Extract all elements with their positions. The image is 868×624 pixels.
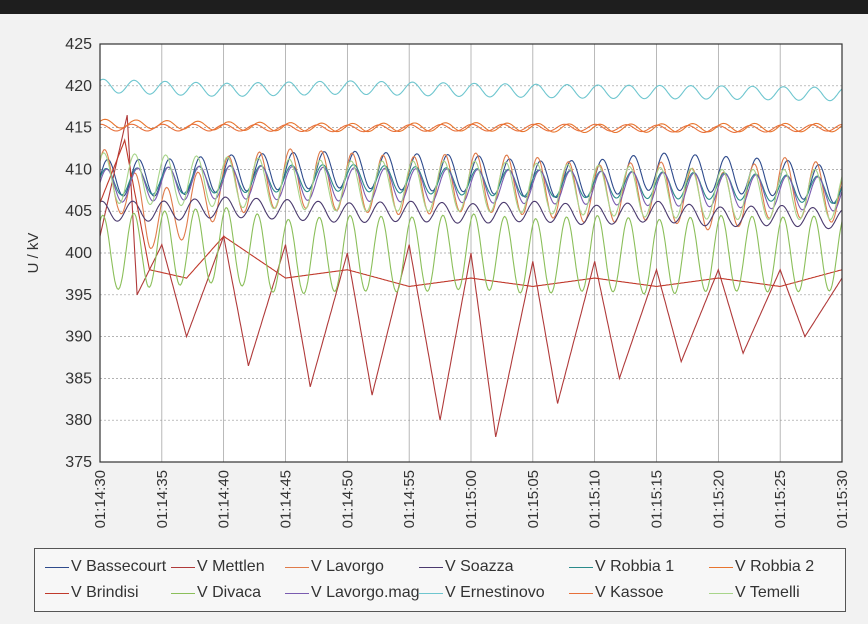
y-tick-label: 410 (65, 161, 92, 178)
x-tick-label: 01:14:40 (216, 470, 233, 528)
legend-item: V Ernestinovo (419, 581, 545, 605)
series-line-v-soazza (99, 196, 843, 230)
legend-swatch (419, 566, 443, 568)
x-tick-label: 01:15:25 (772, 470, 789, 528)
legend-item: V Soazza (419, 555, 513, 579)
y-tick-label: 380 (65, 412, 92, 429)
y-tick-label: 385 (65, 370, 92, 387)
series-line-v-lavorgo-mag (99, 164, 843, 212)
legend-label: V Divaca (197, 584, 262, 601)
series-line-v-ernestinovo (99, 78, 843, 102)
x-tick-label: 01:15:15 (649, 470, 666, 528)
x-tick-label: 01:15:20 (710, 470, 727, 528)
legend-swatch (285, 592, 309, 594)
legend-label: V Bassecourt (71, 558, 167, 575)
y-tick-label: 415 (65, 120, 92, 137)
x-tick-label: 01:14:55 (401, 470, 418, 528)
legend-label: V Robbia 2 (735, 558, 815, 575)
x-tick-label: 01:15:05 (525, 470, 542, 528)
y-tick-label: 390 (65, 329, 92, 346)
y-tick-label: 425 (65, 36, 92, 53)
legend-label: V Mettlen (197, 558, 265, 575)
legend-swatch (171, 566, 195, 568)
legend-item: V Robbia 2 (709, 555, 814, 579)
y-axis-label: U / kV (25, 233, 42, 274)
x-tick-label: 01:15:10 (587, 470, 604, 528)
x-tick-label: 01:14:50 (339, 470, 356, 528)
legend-swatch (709, 566, 733, 568)
x-tick-label: 01:15:30 (834, 470, 851, 528)
legend-item: V Temelli (709, 581, 800, 605)
legend-swatch (709, 592, 733, 594)
y-tick-label: 395 (65, 287, 92, 304)
legend-item: V Bassecourt (45, 555, 166, 579)
x-tick-label: 01:15:00 (463, 470, 480, 528)
series-line-v-robbia-1 (99, 164, 843, 204)
legend-swatch (171, 592, 195, 594)
top-bar (0, 0, 868, 14)
legend-swatch (45, 566, 69, 568)
series-line-v-temelli (99, 152, 843, 220)
legend-swatch (45, 592, 69, 594)
series-line-v-brindisi (99, 138, 843, 287)
legend-label: V Lavorgo.mag (311, 584, 420, 601)
series-line-v-bassecourt (99, 150, 843, 205)
series-line-v-divaca (99, 206, 843, 295)
y-tick-label: 400 (65, 245, 92, 262)
y-tick-label: 405 (65, 203, 92, 220)
legend-item: V Kassoe (569, 581, 663, 605)
legend-item: V Mettlen (171, 555, 265, 579)
plot-border (99, 43, 843, 463)
x-tick-label: 01:14:30 (92, 470, 109, 528)
series-line-v-kassoe (100, 123, 843, 133)
legend-label: V Temelli (735, 584, 800, 601)
chart: 42542041541040540039539038538037501:14:3… (25, 36, 851, 528)
legend-item: V Lavorgo.mag (285, 581, 420, 605)
legend-item: V Brindisi (45, 581, 139, 605)
legend-swatch (419, 592, 443, 594)
legend-item: V Divaca (171, 581, 261, 605)
y-tick-label: 375 (65, 454, 92, 471)
x-tick-label: 01:14:45 (278, 470, 295, 528)
legend-label: V Soazza (445, 558, 514, 575)
legend-swatch (285, 566, 309, 568)
legend-item: V Robbia 1 (569, 555, 674, 579)
x-tick-label: 01:14:35 (154, 470, 171, 528)
legend-item: V Lavorgo (285, 555, 384, 579)
legend-swatch (569, 592, 593, 594)
legend-label: V Lavorgo (311, 558, 384, 575)
legend-label: V Brindisi (71, 584, 139, 601)
legend-swatch (569, 566, 593, 568)
y-tick-label: 420 (65, 78, 92, 95)
legend-label: V Robbia 1 (595, 558, 675, 575)
legend: V Bassecourt V Mettlen V Lavorgo V Soazza V … (34, 548, 846, 612)
legend-label: V Ernestinovo (445, 584, 545, 601)
legend-label: V Kassoe (595, 584, 664, 601)
